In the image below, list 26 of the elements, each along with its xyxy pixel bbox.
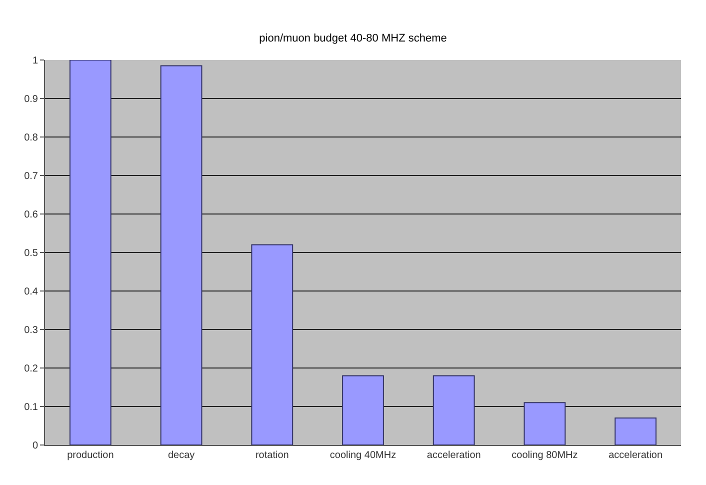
y-tick-label: 0.9 <box>24 94 38 105</box>
bar <box>524 402 566 445</box>
bar <box>69 60 112 445</box>
y-tick-label: 0.7 <box>24 171 38 182</box>
x-tick-label: cooling 80MHz <box>512 450 578 461</box>
x-tick-label: rotation <box>255 450 289 461</box>
y-tick-label: 0.2 <box>24 364 38 374</box>
y-tick-label: 0 <box>32 440 38 452</box>
bar <box>432 375 475 445</box>
y-tick-label: 0.8 <box>24 132 38 144</box>
x-tick-label: acceleration <box>608 450 663 461</box>
bar <box>251 244 294 445</box>
bar <box>160 65 202 445</box>
chart-title: pion/muon budget 40-80 MHZ scheme <box>259 32 447 45</box>
bar <box>614 418 657 445</box>
y-tick-label: 0.5 <box>24 248 38 259</box>
x-tick-label: decay <box>168 450 195 461</box>
bar <box>342 375 384 445</box>
y-tick-label: 0.3 <box>24 325 38 336</box>
y-tick-label: 0.6 <box>24 210 38 220</box>
x-tick-label: acceleration <box>426 450 481 461</box>
x-tick-label: cooling 40MHz <box>330 450 396 461</box>
x-tick-label: production <box>67 450 114 461</box>
y-tick-label: 1 <box>32 56 38 66</box>
y-tick-label: 0.1 <box>24 402 38 413</box>
y-tick-label: 0.4 <box>24 286 38 298</box>
